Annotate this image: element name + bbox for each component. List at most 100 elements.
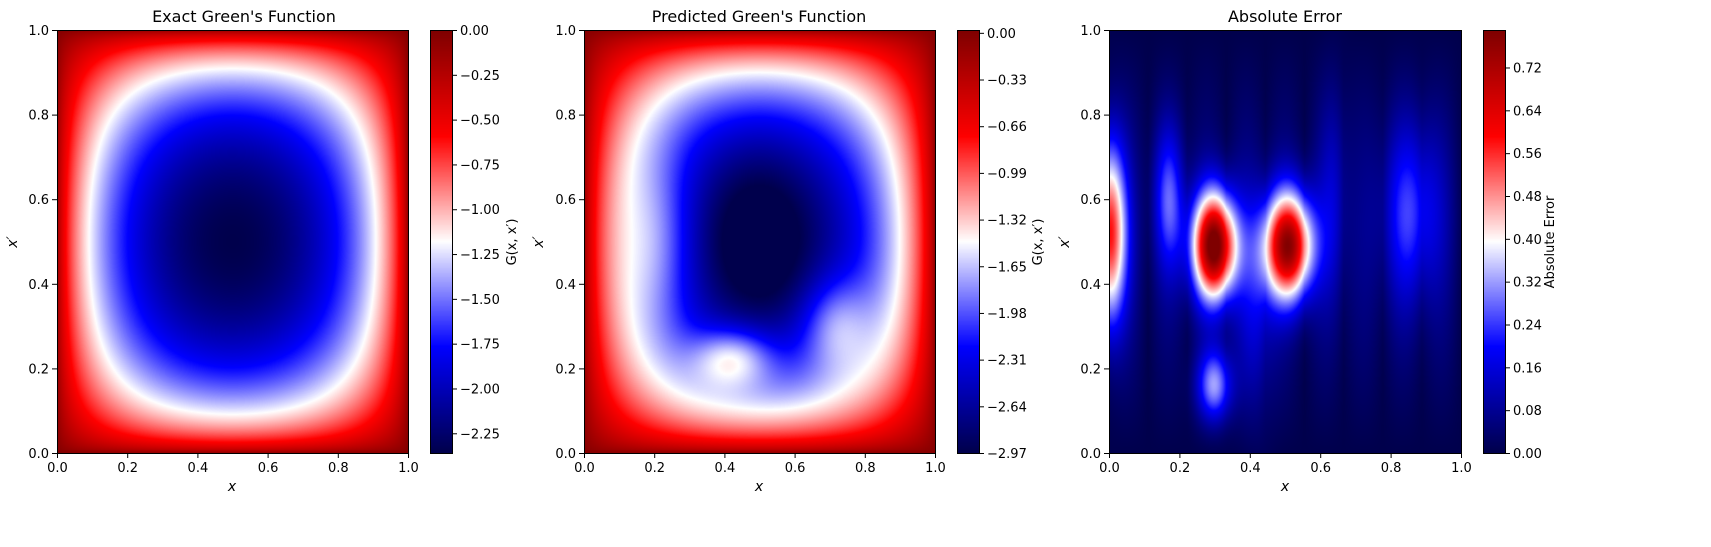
y-tick-label: 0.4 <box>1080 278 1101 293</box>
heatmap-plot-area <box>1109 30 1461 453</box>
y-tick-label: 0.0 <box>1080 447 1101 462</box>
x-axis-label: x <box>227 479 237 495</box>
x-tick-label: 0.2 <box>117 461 138 476</box>
y-tick-label: 0.2 <box>28 362 49 377</box>
heatmap-canvas <box>1109 30 1461 453</box>
colorbar-frame <box>957 30 980 454</box>
y-axis-label: x′ <box>5 235 21 248</box>
y-tick-label: 0.6 <box>28 193 49 208</box>
colorbar-tick-label: 0.00 <box>987 27 1016 42</box>
colorbar-tick-label: −0.50 <box>460 114 500 129</box>
axes: 0.0 0.2 0.4 0.6 0.8 1.0 0.0 0.2 0.4 0.6 0.8 1.0 <box>555 24 946 476</box>
x-tick-label: 0.8 <box>1381 461 1402 476</box>
y-tick-label: 0.4 <box>555 278 576 293</box>
y-tick-label: 1.0 <box>555 24 576 39</box>
x-axis-label: x <box>754 479 764 495</box>
x-tick-label: 1.0 <box>925 461 946 476</box>
colorbar-tick-label: −0.66 <box>987 120 1027 135</box>
x-tick-label: 0.6 <box>785 461 806 476</box>
x-tick-label: 1.0 <box>1451 461 1472 476</box>
colorbar-tick-label: −1.50 <box>460 293 500 308</box>
colorbar-label: G(x, x′) <box>1031 219 1046 266</box>
y-tick-label: 1.0 <box>1080 24 1101 39</box>
panel-title: Predicted Green's Function <box>652 7 867 26</box>
colorbar-tick-label: 0.32 <box>1513 276 1542 291</box>
colorbar-ticks: 0.00 −0.33 −0.66 −0.99 −1.32 −1.65 −1.98 −2.31 −… <box>979 27 1027 462</box>
panel-title: Exact Green's Function <box>152 7 336 26</box>
colorbar-tick-label: 0.00 <box>1513 447 1542 462</box>
y-axis-label: x′ <box>1057 235 1073 248</box>
colorbar-tick-label: −1.98 <box>987 307 1027 322</box>
y-tick-label: 0.2 <box>1080 362 1101 377</box>
colorbar-label: Absolute Error <box>1543 195 1558 288</box>
y-tick-label: 0.0 <box>28 447 49 462</box>
y-tick-label: 0.8 <box>555 109 576 124</box>
colorbar-label: G(x, x′) <box>505 219 520 266</box>
panel-error: Absolute Error 0.0 0.2 0.4 0.6 0.8 1.00.00.20… <box>1057 7 1558 495</box>
colorbar-tick-label: −0.25 <box>460 69 500 84</box>
x-tick-label: 1.0 <box>398 461 419 476</box>
x-tick-label: 0.8 <box>855 461 876 476</box>
y-tick-label: 1.0 <box>28 24 49 39</box>
colorbar-tick-label: −0.33 <box>987 74 1027 89</box>
colorbar-tick-label: 0.08 <box>1513 404 1542 419</box>
colorbar-tick-label: 0.40 <box>1513 233 1542 248</box>
x-tick-label: 0.8 <box>328 461 349 476</box>
colorbar-tick-label: 0.56 <box>1513 147 1542 162</box>
colorbar-tick-label: 0.16 <box>1513 361 1542 376</box>
colorbar-tick-label: −1.75 <box>460 338 500 353</box>
y-tick-label: 0.2 <box>555 362 576 377</box>
plot-frame <box>1109 30 1462 454</box>
axes: 0.0 0.2 0.4 0.6 0.8 1.0 0.0 0.2 0.4 0.6 0.8 1.0 <box>1080 24 1472 476</box>
colorbar-tick-label: −2.00 <box>460 382 500 397</box>
x-axis-label: x <box>1280 479 1290 495</box>
x-tick-label: 0.6 <box>258 461 279 476</box>
panel-title: Absolute Error <box>1228 7 1342 26</box>
colorbar-canvas <box>1483 30 1505 453</box>
colorbar-frame <box>1483 30 1506 454</box>
x-tick-label: 0.4 <box>188 461 209 476</box>
x-tick-label: 0.2 <box>1170 461 1191 476</box>
x-tick-label: 0.4 <box>715 461 736 476</box>
y-axis-label: x′ <box>531 235 547 248</box>
colorbar-tick-label: 0.00 <box>460 24 489 39</box>
x-tick-label: 0.6 <box>1310 461 1331 476</box>
y-tick-label: 0.4 <box>28 278 49 293</box>
colorbar-tick-label: −2.31 <box>987 354 1027 369</box>
y-tick-label: 0.6 <box>555 193 576 208</box>
colorbar-tick-label: 0.24 <box>1513 318 1542 333</box>
colorbar-canvas <box>957 30 979 453</box>
colorbar <box>957 30 979 453</box>
colorbar-tick-label: −1.25 <box>460 248 500 263</box>
colorbar-tick-label: −1.00 <box>460 203 500 218</box>
heatmap-canvas <box>57 30 408 453</box>
x-tick-label: 0.0 <box>574 461 595 476</box>
y-tick-label: 0.0 <box>555 447 576 462</box>
colorbar-tick-label: −2.25 <box>460 427 500 442</box>
colorbar-tick-label: −1.32 <box>987 214 1027 229</box>
colorbar-tick-label: −1.65 <box>987 260 1027 275</box>
panel-exact: Exact Green's Function 0.0 0.2 0.4 0.6 0.8 1.… <box>5 7 520 495</box>
colorbar <box>430 30 452 453</box>
y-tick-label: 0.6 <box>1080 193 1101 208</box>
plot-frame <box>57 30 409 454</box>
heatmap-plot-area <box>57 30 408 453</box>
colorbar-ticks: 0.00 −0.25 −0.50 −0.75 −1.00 −1.25 −1.50 −1.75 −… <box>452 24 500 442</box>
colorbar-tick-label: −0.99 <box>987 167 1027 182</box>
heatmap-plot-area <box>584 30 935 453</box>
colorbar-tick-label: −0.75 <box>460 158 500 173</box>
colorbar <box>1483 30 1505 453</box>
x-tick-label: 0.0 <box>47 461 68 476</box>
heatmap-canvas <box>584 30 935 453</box>
colorbar-canvas <box>430 30 452 453</box>
colorbar-tick-label: 0.72 <box>1513 61 1542 76</box>
x-tick-label: 0.2 <box>644 461 665 476</box>
colorbar-tick-label: −2.97 <box>987 447 1027 462</box>
panel-predicted: Predicted Green's Function 0.0 0.2 0.4 0.6 0… <box>531 7 1046 495</box>
y-tick-label: 0.8 <box>28 109 49 124</box>
y-tick-label: 0.8 <box>1080 109 1101 124</box>
colorbar-tick-label: 0.48 <box>1513 190 1542 205</box>
axes: 0.0 0.2 0.4 0.6 0.8 1.0 0.0 0.2 0.4 0.6 0.8 1.0 <box>28 24 419 476</box>
colorbar-tick-label: 0.64 <box>1513 104 1542 119</box>
